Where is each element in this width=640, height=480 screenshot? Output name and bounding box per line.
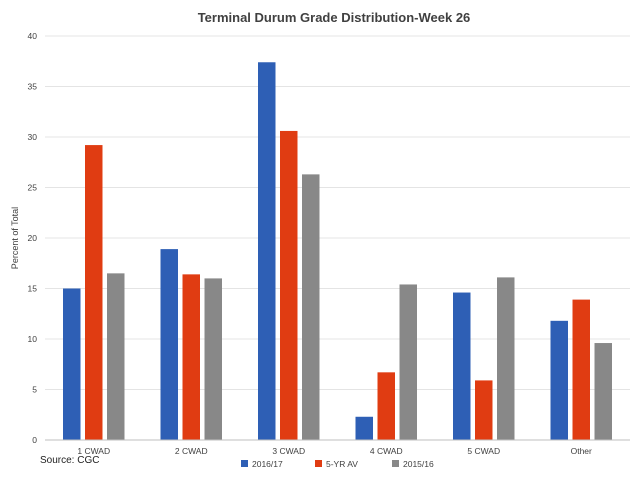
x-tick-label: 5 CWAD xyxy=(467,446,500,456)
legend-swatch xyxy=(241,460,248,467)
bar-5-yr-av-4-cwad xyxy=(377,372,395,440)
legend-label: 2015/16 xyxy=(403,459,434,469)
bar-5-yr-av-2-cwad xyxy=(182,274,200,440)
y-axis-ticks: 0 5 10 15 20 25 30 35 40 xyxy=(28,31,38,445)
bar-5-yr-av-other xyxy=(572,299,590,440)
bar-5-yr-av-1-cwad xyxy=(85,145,103,440)
source-note: Source: CGC xyxy=(40,455,99,466)
bar-2016-17-1-cwad xyxy=(63,288,81,440)
y-tick-label: 40 xyxy=(28,31,38,41)
y-tick-label: 25 xyxy=(28,183,38,193)
bar-2016-17-5-cwad xyxy=(453,292,471,440)
bar-2015-16-other xyxy=(594,343,612,440)
y-tick-label: 35 xyxy=(28,82,38,92)
legend-label: 5-YR AV xyxy=(326,459,358,469)
bar-5-yr-av-5-cwad xyxy=(475,380,493,440)
x-tick-label: 4 CWAD xyxy=(370,446,403,456)
legend-label: 2016/17 xyxy=(252,459,283,469)
y-tick-label: 0 xyxy=(32,435,37,445)
chart-title: Terminal Durum Grade Distribution-Week 2… xyxy=(198,10,471,25)
bar-5-yr-av-3-cwad xyxy=(280,130,298,440)
bar-2015-16-1-cwad xyxy=(107,273,125,440)
x-tick-label: 3 CWAD xyxy=(272,446,305,456)
legend-swatch xyxy=(392,460,399,467)
bar-2016-17-4-cwad xyxy=(355,416,373,440)
x-axis-ticks: 1 CWAD 2 CWAD 3 CWAD 4 CWAD 5 CWAD Other xyxy=(77,446,592,456)
bars xyxy=(63,62,612,440)
bar-2015-16-4-cwad xyxy=(399,284,417,440)
bar-2015-16-5-cwad xyxy=(497,277,515,440)
gridlines xyxy=(45,35,630,390)
bar-2016-17-2-cwad xyxy=(160,249,178,440)
legend: 2016/17 5-YR AV 2015/16 xyxy=(241,459,434,469)
bar-2016-17-other xyxy=(550,320,568,440)
y-tick-label: 15 xyxy=(28,284,38,294)
y-axis-label: Percent of Total xyxy=(10,207,20,269)
x-tick-label: 1 CWAD xyxy=(77,446,110,456)
x-tick-label: 2 CWAD xyxy=(175,446,208,456)
y-tick-label: 10 xyxy=(28,334,38,344)
bar-2016-17-3-cwad xyxy=(258,62,276,440)
legend-swatch xyxy=(315,460,322,467)
bar-2015-16-2-cwad xyxy=(204,278,222,440)
y-tick-label: 20 xyxy=(28,233,38,243)
bar-2015-16-3-cwad xyxy=(302,174,320,440)
y-tick-label: 30 xyxy=(28,132,38,142)
x-tick-label: Other xyxy=(571,446,592,456)
y-tick-label: 5 xyxy=(32,385,37,395)
